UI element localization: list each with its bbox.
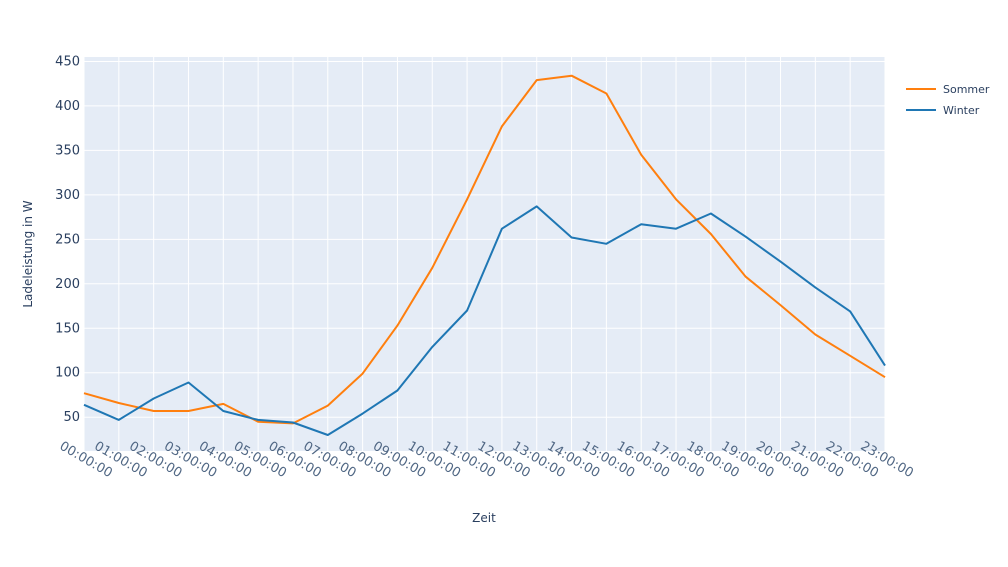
y-axis-title: Ladeleistung in W [21, 200, 35, 307]
x-axis-title: Zeit [472, 511, 496, 525]
legend-label: Winter [943, 104, 980, 117]
legend[interactable]: Sommer Winter [906, 83, 990, 117]
y-tick-label: 300 [55, 188, 80, 203]
legend-item-sommer[interactable]: Sommer [906, 83, 990, 96]
y-tick-label: 150 [55, 321, 80, 336]
y-tick-label: 50 [63, 410, 80, 425]
plot-background [84, 57, 885, 451]
grid-lines [83, 57, 886, 451]
legend-item-winter[interactable]: Winter [906, 104, 980, 117]
legend-label: Sommer [943, 83, 990, 96]
y-tick-label: 250 [55, 232, 80, 247]
y-tick-label: 200 [55, 277, 80, 292]
series-lines [83, 74, 886, 436]
y-tick-label: 450 [55, 54, 80, 69]
y-tick-label: 100 [55, 366, 80, 381]
series-line-winter[interactable] [83, 205, 886, 436]
y-tick-label: 350 [55, 143, 80, 158]
y-axis-ticks: 50 100 150 200 250 300 350 400 450 [55, 54, 80, 425]
y-tick-label: 400 [55, 99, 80, 114]
